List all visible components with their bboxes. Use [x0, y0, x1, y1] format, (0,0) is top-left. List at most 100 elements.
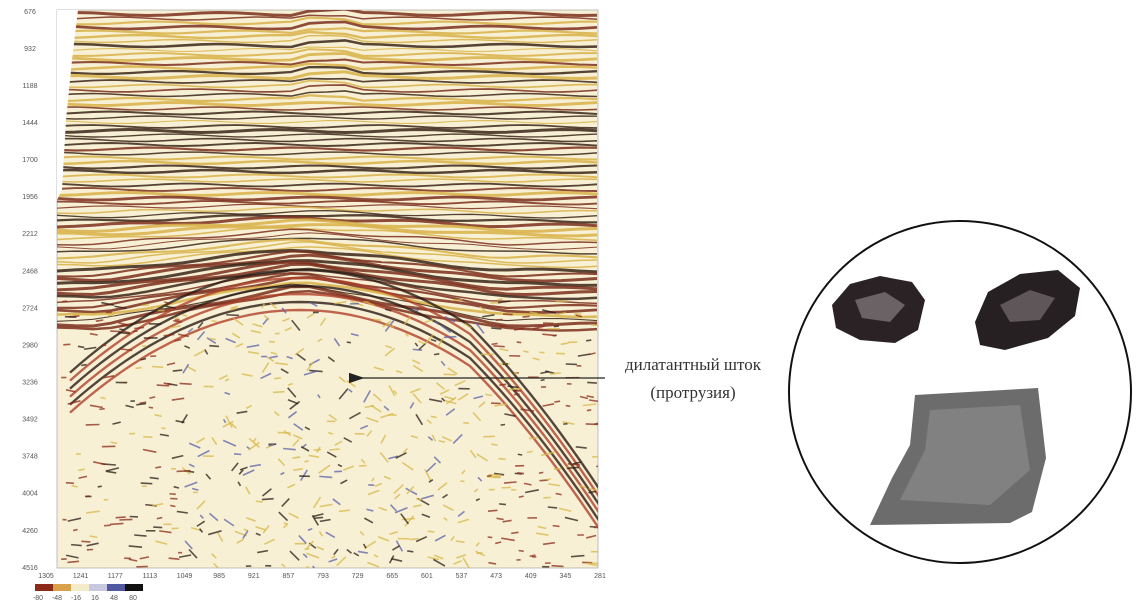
colorbar-cell	[89, 584, 107, 591]
trace-dash	[153, 527, 162, 528]
trace-dash	[104, 525, 111, 526]
trace-dash	[81, 541, 90, 542]
trace-dash	[504, 482, 517, 483]
trace-dash	[173, 370, 182, 371]
trace-dash	[434, 354, 439, 355]
trace-dash	[314, 517, 323, 518]
trace-dash	[150, 478, 159, 479]
depth-label: 3236	[22, 380, 38, 387]
depth-label: 1188	[22, 83, 37, 90]
trace-dash	[501, 425, 505, 426]
trace-dash	[374, 319, 381, 320]
trace-label: 1049	[177, 573, 193, 580]
trace-dash	[66, 483, 74, 484]
trace-dash	[347, 342, 351, 343]
trace-dash	[587, 410, 591, 411]
trace-label: 1177	[108, 573, 123, 580]
trace-label: 1241	[73, 573, 89, 580]
trace-dash	[278, 433, 291, 434]
trace-dash	[513, 391, 521, 392]
trace-dash	[500, 379, 509, 380]
trace-dash	[571, 556, 584, 557]
trace-dash	[514, 373, 518, 374]
trace-dash	[488, 510, 498, 511]
depth-label: 2212	[22, 231, 38, 238]
depth-label: 1444	[22, 120, 38, 127]
trace-dash	[116, 517, 126, 518]
colorbar-label: -16	[71, 595, 81, 602]
trace-dash	[81, 365, 86, 366]
trace-dash	[155, 467, 161, 468]
trace-dash	[499, 384, 506, 385]
trace-dash	[329, 449, 340, 450]
colorbar-label: 48	[110, 595, 118, 602]
trace-label: 1113	[143, 573, 158, 580]
trace-dash	[554, 401, 560, 402]
trace-dash	[119, 329, 124, 330]
trace-label: 729	[352, 573, 364, 580]
trace-dash	[209, 346, 219, 347]
trace-dash	[428, 531, 435, 532]
trace-dash	[141, 483, 153, 484]
trace-dash	[541, 380, 545, 381]
colorbar-label: 16	[91, 595, 99, 602]
trace-dash	[587, 382, 597, 383]
trace-dash	[527, 451, 533, 452]
depth-label: 4516	[22, 565, 38, 572]
trace-dash	[518, 454, 522, 455]
trace-dash	[136, 368, 142, 369]
trace-dash	[519, 496, 524, 497]
trace-dash	[262, 499, 274, 500]
trace-dash	[273, 392, 284, 393]
trace-dash	[174, 318, 179, 319]
trace-dash	[180, 383, 192, 384]
depth-label: 2980	[22, 342, 38, 349]
trace-dash	[511, 532, 518, 533]
trace-dash	[226, 315, 239, 316]
trace-dash	[152, 366, 163, 367]
trace-label: 921	[248, 573, 260, 580]
trace-dash	[177, 471, 191, 472]
trace-label: 473	[490, 573, 502, 580]
depth-label: 676	[24, 9, 36, 16]
trace-dash	[503, 314, 513, 315]
trace-dash	[522, 316, 529, 317]
trace-dash	[157, 385, 169, 386]
colorbar-cell	[53, 584, 71, 591]
trace-dash	[548, 507, 557, 508]
trace-dash	[586, 340, 591, 341]
trace-dash	[164, 302, 169, 303]
trace-dash	[134, 535, 146, 536]
trace-dash	[519, 551, 524, 552]
trace-dash	[268, 445, 274, 446]
trace-dash	[212, 321, 217, 322]
trace-dash	[284, 523, 288, 524]
depth-label: 1700	[22, 157, 38, 164]
figure: 6769321188144417001956221224682724298032…	[0, 0, 1143, 603]
trace-dash	[98, 486, 102, 487]
depth-label: 2724	[22, 305, 38, 312]
trace-dash	[592, 456, 602, 457]
trace-label: 985	[213, 573, 225, 580]
trace-dash	[319, 476, 332, 477]
trace-dash	[149, 407, 153, 408]
depth-label: 3492	[22, 417, 38, 424]
trace-dash	[566, 406, 571, 407]
trace-label: 1305	[38, 573, 54, 580]
trace-dash	[599, 466, 604, 467]
trace-dash	[110, 523, 123, 524]
trace-dash	[591, 325, 602, 326]
trace-dash	[65, 317, 76, 318]
trace-label: 601	[421, 573, 433, 580]
trace-label: 345	[560, 573, 572, 580]
trace-dash	[551, 566, 563, 567]
trace-dash	[73, 530, 77, 531]
trace-dash	[496, 319, 503, 320]
trace-dash	[460, 481, 464, 482]
trace-dash	[134, 327, 144, 328]
trace-dash	[99, 409, 104, 410]
trace-dash	[96, 320, 103, 321]
trace-dash	[491, 343, 497, 344]
depth-label: 3748	[22, 454, 38, 461]
trace-dash	[488, 537, 493, 538]
